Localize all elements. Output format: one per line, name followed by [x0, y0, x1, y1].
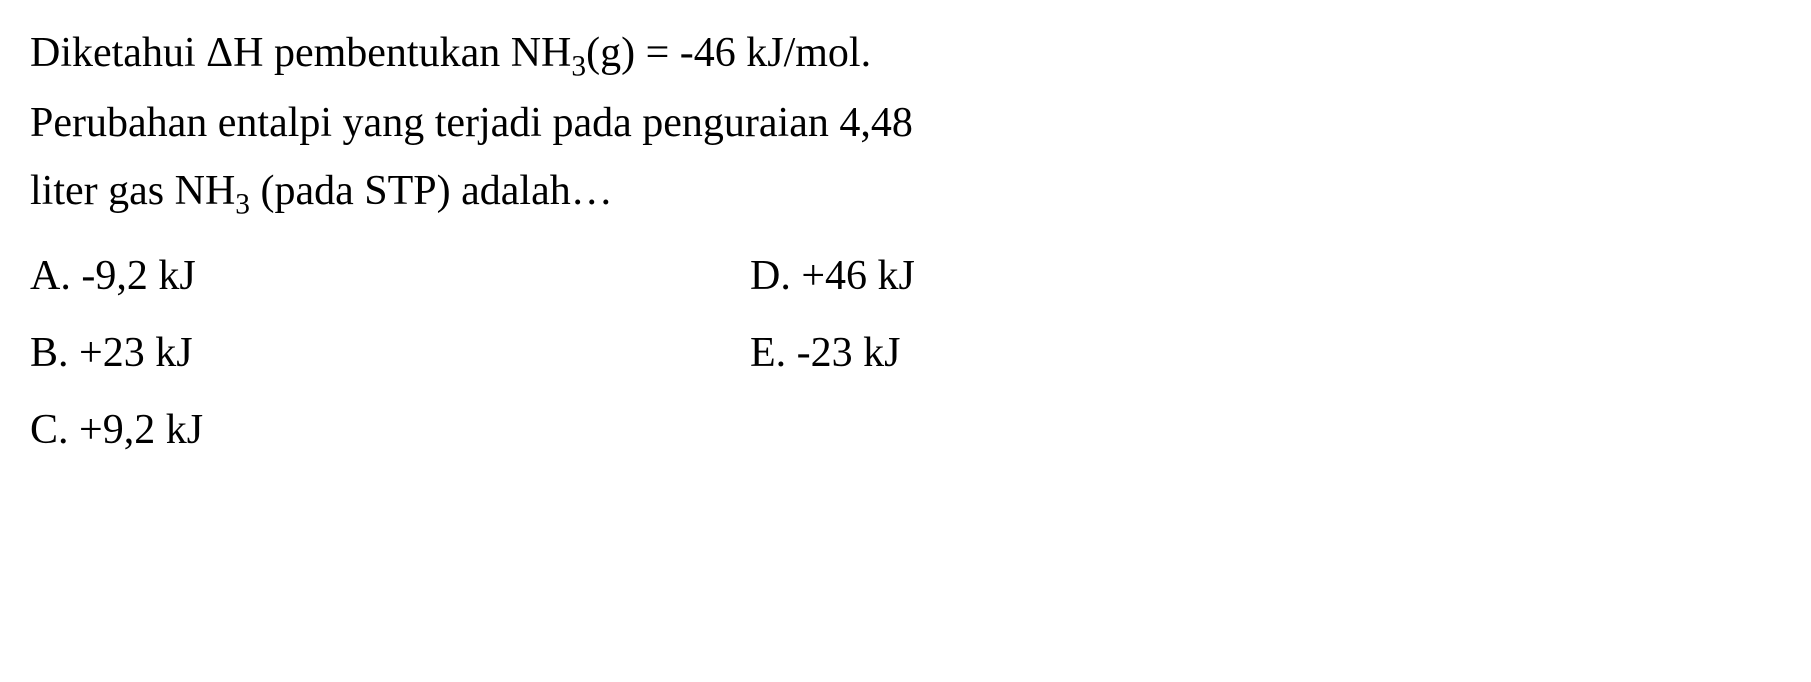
option-b: B. +23 kJ — [30, 320, 710, 387]
option-d: D. +46 kJ — [750, 243, 1430, 310]
question-sub3: 3 — [235, 188, 250, 220]
question-sub1: 3 — [571, 50, 586, 82]
question-line3-suffix: (pada STP) adalah… — [250, 168, 613, 214]
option-e: E. -23 kJ — [750, 320, 1430, 387]
question-line3-prefix: liter gas NH — [30, 168, 235, 214]
question-line1-suffix: (g) = -46 kJ/mol. — [586, 30, 871, 76]
option-a: A. -9,2 kJ — [30, 243, 710, 310]
question-text: Diketahui ΔH pembentukan NH3(g) = -46 kJ… — [30, 20, 1781, 228]
options-grid: A. -9,2 kJ B. +23 kJ C. +9,2 kJ D. +46 k… — [30, 243, 1430, 465]
question-line1-prefix: Diketahui ΔH pembentukan NH — [30, 30, 571, 76]
question-line2: Perubahan entalpi yang terjadi pada peng… — [30, 100, 913, 146]
option-c: C. +9,2 kJ — [30, 397, 710, 464]
